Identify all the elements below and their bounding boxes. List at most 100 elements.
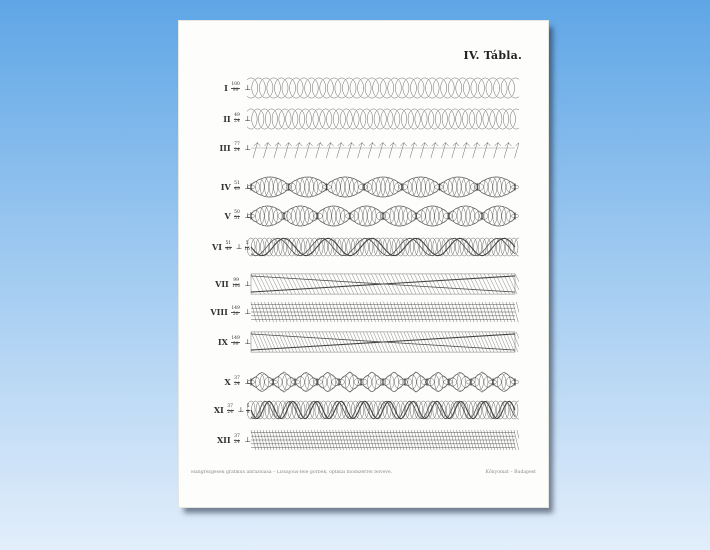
figure-row: IX 149 99 ⊥: [179, 330, 548, 354]
ratio-fraction: 51 49: [224, 240, 232, 253]
lithograph-plate: IV. Tábla. I 100 99 ⊥ II 49 24 ⊥ III 77 24 ⊥ IV 51 49 ⊥…: [179, 21, 548, 507]
vibration-curve-figure: [250, 331, 519, 353]
figure-row: VII 99 100 ⊥: [179, 272, 548, 296]
perpendicular-symbol-icon: ⊥: [244, 338, 251, 346]
ratio-fraction: 50 51: [233, 209, 241, 222]
figure-numeral: II: [223, 114, 231, 124]
plate-caption: Hangrezgések grafikus ábrázolása – Lissa…: [191, 470, 393, 475]
ratio-numerator: 149: [230, 335, 241, 343]
ratio-fraction: 37 24: [233, 375, 241, 388]
figure-label: I 100 99 ⊥: [179, 76, 251, 100]
perpendicular-symbol-icon: ⊥: [244, 280, 251, 288]
vibration-curve-figure: [250, 429, 519, 451]
figure-numeral: XI: [213, 405, 224, 415]
figure-numeral: XII: [216, 435, 231, 445]
vibration-curve-figure: [250, 273, 519, 295]
figure-row: XII 37 24 ⊥: [179, 428, 548, 452]
figure-label: V 50 51 ⊥: [179, 204, 251, 228]
ratio-fraction: 37 24: [233, 433, 241, 446]
ratio-fraction: 37 24: [226, 403, 234, 416]
figure-label: III 77 24 ⊥: [179, 136, 251, 160]
ratio-fraction: 99 100: [231, 277, 241, 290]
ratio-numerator: 37: [226, 403, 234, 411]
vibration-curve-figure: [247, 108, 519, 130]
figure-row: VI 51 49 ⊥ 5 16: [179, 235, 548, 259]
perpendicular-symbol-icon: ⊥: [244, 84, 251, 92]
perpendicular-symbol-icon: ⊥: [235, 243, 243, 251]
ratio-denominator: 24: [234, 147, 240, 153]
ratio-denominator: 24: [234, 381, 240, 387]
ratio-numerator: 51: [224, 240, 232, 248]
ratio-numerator: 77: [233, 141, 241, 149]
figure-row: XI 37 24 ⊥ 5 8: [179, 398, 548, 422]
perpendicular-symbol-icon: ⊥: [244, 144, 251, 152]
figure-label: VIII 149 50 ⊥: [179, 300, 251, 324]
ratio-numerator: 49: [233, 112, 241, 120]
figure-row: II 49 24 ⊥: [179, 107, 548, 131]
ratio-denominator: 99: [232, 341, 239, 347]
ratio-fraction: 100 99: [230, 81, 241, 94]
vibration-curve-figure: [247, 371, 519, 393]
figure-label: VII 99 100 ⊥: [179, 272, 251, 296]
figure-numeral: VI: [211, 242, 222, 252]
ratio-fraction: 51 49: [233, 180, 241, 193]
ratio-denominator: 49: [234, 186, 240, 192]
vibration-curve-figure: [250, 301, 519, 323]
phase-numerator: 5: [246, 403, 250, 411]
figure-numeral: I: [224, 83, 228, 93]
ratio-denominator: 100: [231, 283, 241, 289]
ratio-fraction: 149 99: [230, 335, 241, 348]
vibration-curve-figure: [247, 237, 519, 257]
ratio-numerator: 100: [230, 81, 241, 89]
figure-numeral: VIII: [210, 307, 228, 317]
ratio-fraction: 77 24: [233, 141, 241, 154]
figure-numeral: VII: [215, 279, 229, 289]
ratio-numerator: 50: [233, 209, 241, 217]
figure-row: X 37 24 ⊥: [179, 370, 548, 394]
perpendicular-symbol-icon: ⊥: [237, 406, 245, 414]
figure-numeral: X: [224, 377, 231, 387]
ratio-denominator: 24: [234, 439, 240, 445]
vibration-curve-figure: [251, 141, 519, 159]
ratio-fraction: 49 24: [233, 112, 241, 125]
figure-numeral: V: [224, 211, 231, 221]
perpendicular-symbol-icon: ⊥: [244, 212, 251, 220]
perpendicular-symbol-icon: ⊥: [244, 378, 251, 386]
ratio-numerator: 37: [233, 375, 241, 383]
figure-row: I 100 99 ⊥: [179, 76, 548, 100]
figure-row: III 77 24 ⊥: [179, 136, 548, 160]
figure-row: VIII 149 50 ⊥: [179, 300, 548, 324]
vibration-curve-figure: [247, 400, 519, 420]
ratio-denominator: 50: [232, 311, 239, 317]
figure-label: VI 51 49 ⊥ 5 16: [179, 235, 251, 259]
ratio-denominator: 51: [234, 215, 240, 221]
figure-label: IV 51 49 ⊥: [179, 175, 251, 199]
perpendicular-symbol-icon: ⊥: [244, 183, 251, 191]
figure-label: X 37 24 ⊥: [179, 370, 251, 394]
printer-credit: Kőnyomat – Budapest: [485, 470, 536, 475]
ratio-denominator: 99: [232, 87, 239, 93]
perpendicular-symbol-icon: ⊥: [244, 436, 251, 444]
vibration-curve-figure: [247, 205, 519, 227]
ratio-denominator: 24: [234, 118, 240, 124]
figure-label: IX 149 99 ⊥: [179, 330, 251, 354]
figure-label: XI 37 24 ⊥ 5 8: [179, 398, 251, 422]
ratio-denominator: 24: [227, 409, 234, 415]
figure-numeral: IX: [217, 337, 228, 347]
ratio-numerator: 51: [233, 180, 241, 188]
figure-numeral: IV: [220, 182, 231, 192]
perpendicular-symbol-icon: ⊥: [244, 115, 251, 123]
ratio-fraction: 149 50: [230, 305, 241, 318]
plate-title: IV. Tábla.: [463, 49, 522, 62]
phase-denominator: 8: [246, 409, 250, 415]
ratio-numerator: 37: [233, 433, 241, 441]
vibration-curve-figure: [247, 176, 519, 198]
figure-label: XII 37 24 ⊥: [179, 428, 251, 452]
ratio-denominator: 49: [225, 246, 232, 252]
figure-row: IV 51 49 ⊥: [179, 175, 548, 199]
ratio-numerator: 149: [230, 305, 241, 313]
perpendicular-symbol-icon: ⊥: [244, 308, 251, 316]
figure-numeral: III: [219, 143, 231, 153]
ratio-numerator: 99: [232, 277, 240, 285]
